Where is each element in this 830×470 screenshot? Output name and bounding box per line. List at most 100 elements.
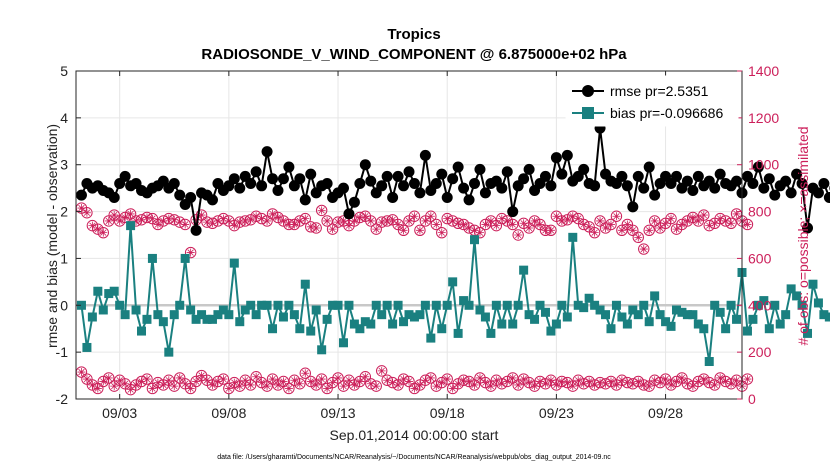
obs-assimilated-marker	[142, 375, 151, 384]
obs-assimilated-marker	[77, 204, 86, 213]
obs-assimilated-marker	[284, 384, 293, 393]
bias-point	[775, 319, 785, 329]
obs-possible-marker	[184, 382, 197, 395]
obs-assimilated-marker	[519, 219, 528, 228]
obs-possible-marker	[725, 217, 737, 229]
legend-bias-marker	[582, 107, 594, 119]
rmse-point	[256, 180, 268, 192]
obs-possible-marker	[332, 372, 344, 384]
obs-assimilated-marker	[192, 377, 201, 386]
obs-assimilated-marker	[159, 216, 168, 225]
bias-point	[808, 279, 818, 289]
obs-assimilated-marker	[585, 222, 594, 231]
obs-possible-marker	[365, 215, 377, 227]
rmse-point	[365, 175, 377, 187]
bias-point	[682, 310, 692, 320]
obs-assimilated-marker	[688, 213, 697, 222]
obs-assimilated-marker	[661, 375, 670, 384]
obs-assimilated-marker	[170, 382, 179, 391]
obs-assimilated-marker	[683, 216, 692, 225]
rmse-point	[812, 187, 824, 199]
y-tick-label: 5	[60, 63, 68, 79]
y-right-tick-label: 200	[748, 344, 772, 360]
rmse-point	[769, 189, 781, 201]
obs-assimilated-marker	[732, 209, 741, 218]
obs-assimilated-marker	[661, 219, 670, 228]
obs-assimilated-marker	[361, 372, 370, 381]
rmse-point	[687, 184, 699, 196]
rmse-point	[419, 149, 431, 161]
obs-assimilated-marker	[705, 221, 714, 230]
rmse-point	[245, 177, 257, 189]
bias-point	[426, 333, 436, 343]
bias-point	[311, 305, 321, 315]
obs-possible-marker	[468, 379, 481, 391]
rmse-point	[283, 161, 295, 173]
obs-assimilated-marker	[617, 376, 626, 385]
bias-point	[508, 319, 518, 329]
rmse-point	[791, 168, 803, 180]
bias-point	[770, 300, 780, 310]
bias-point	[349, 319, 359, 329]
bias-point	[797, 300, 807, 310]
obs-assimilated-marker	[497, 379, 506, 388]
obs-assimilated-marker	[563, 378, 572, 387]
bias-point	[661, 317, 671, 327]
bias-point	[671, 305, 681, 315]
obs-assimilated-marker	[257, 214, 266, 223]
obs-assimilated-marker	[650, 216, 659, 225]
obs-possible-marker	[605, 218, 617, 231]
obs-possible-marker	[141, 373, 153, 385]
obs-assimilated-marker	[536, 220, 545, 229]
obs-assimilated-marker	[121, 379, 130, 388]
obs-assimilated-marker	[579, 379, 588, 388]
obs-assimilated-marker	[82, 375, 91, 384]
obs-possible-marker	[315, 204, 328, 217]
obs-assimilated-marker	[525, 223, 534, 232]
obs-assimilated-marker	[93, 225, 102, 234]
obs-assimilated-marker	[192, 215, 201, 224]
rmse-point	[714, 168, 726, 180]
rmse-point	[638, 182, 650, 194]
bias-point	[617, 312, 627, 322]
obs-assimilated-marker	[475, 228, 484, 237]
rmse-point	[518, 173, 530, 185]
obs-possible-marker	[277, 375, 290, 388]
obs-assimilated-marker	[656, 223, 665, 232]
rmse-point	[550, 152, 562, 164]
bias-point	[644, 317, 654, 327]
rmse-point	[337, 182, 349, 194]
bias-point	[98, 305, 108, 315]
bias-point	[109, 286, 119, 296]
rmse-point	[398, 180, 410, 192]
bias-point	[295, 324, 305, 334]
y-right-tick-label: 0	[748, 391, 756, 407]
bias-point	[715, 307, 725, 317]
chart-subtitle: RADIOSONDE_V_WIND_COMPONENT @ 6.875000e+…	[201, 46, 627, 63]
bias-point	[551, 319, 561, 329]
obs-possible-marker	[370, 223, 382, 235]
obs-assimilated-marker	[492, 221, 501, 230]
obs-assimilated-marker	[546, 226, 555, 235]
bias-point	[240, 305, 250, 315]
bias-point	[448, 277, 458, 287]
bias-point	[218, 305, 228, 315]
obs-assimilated-marker	[410, 212, 419, 221]
bias-point	[611, 300, 621, 310]
obs-assimilated-marker	[415, 380, 424, 389]
bias-point	[792, 291, 802, 301]
obs-assimilated-marker	[132, 380, 141, 389]
y-right-tick-label: 1000	[748, 157, 779, 173]
bias-point	[639, 300, 649, 310]
obs-assimilated-marker	[437, 378, 446, 387]
rmse-point	[681, 175, 693, 187]
rmse-point	[523, 163, 535, 175]
obs-assimilated-marker	[601, 223, 610, 232]
obs-assimilated-marker	[383, 376, 392, 385]
bias-point	[442, 300, 452, 310]
obs-assimilated-marker	[186, 248, 195, 257]
obs-assimilated-marker	[677, 373, 686, 382]
obs-assimilated-marker	[574, 214, 583, 223]
obs-assimilated-marker	[230, 221, 239, 230]
obs-assimilated-marker	[159, 380, 168, 389]
